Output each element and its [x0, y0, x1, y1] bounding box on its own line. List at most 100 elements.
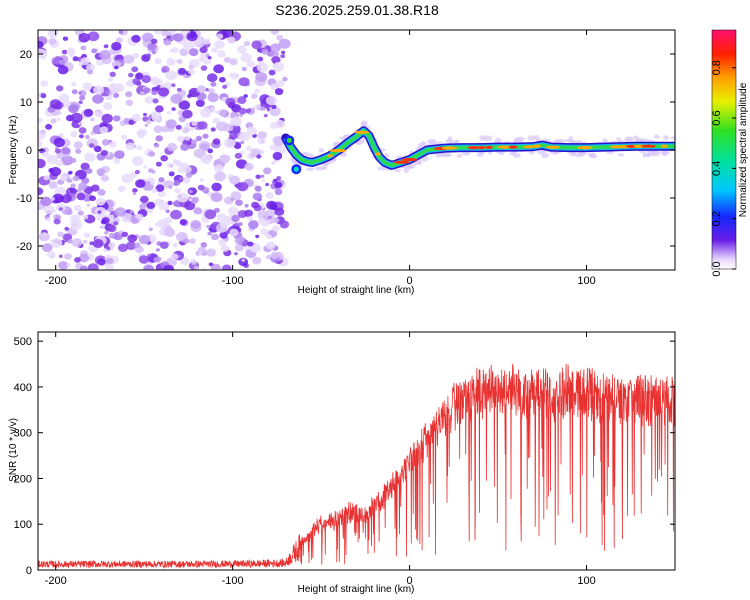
- noise-speckle: [241, 133, 251, 141]
- noise-speckle: [202, 57, 212, 65]
- noise-speckle: [47, 30, 58, 39]
- snr-ylabel: SNR (10 * v/v): [8, 418, 19, 482]
- noise-speckle: [143, 112, 147, 117]
- noise-speckle: [179, 219, 188, 226]
- ridge-halo-speckle: [434, 154, 443, 158]
- noise-speckle: [176, 135, 185, 143]
- noise-speckle: [206, 248, 216, 257]
- ridge-halo-speckle: [405, 165, 414, 169]
- noise-speckle: [269, 106, 281, 117]
- noise-speckle: [266, 241, 276, 250]
- noise-speckle: [190, 220, 201, 229]
- ridge-halo-speckle: [589, 153, 595, 159]
- noise-speckle: [87, 263, 99, 270]
- noise-speckle: [59, 59, 66, 65]
- noise-speckle: [210, 192, 223, 203]
- ridge-halo-speckle: [494, 137, 502, 144]
- noise-speckle: [176, 192, 189, 203]
- ridge-halo-speckle: [306, 167, 315, 171]
- noise-speckle: [72, 175, 80, 182]
- noise-speckle: [101, 139, 110, 146]
- noise-speckle: [60, 175, 67, 182]
- noise-speckle: [224, 138, 236, 149]
- noise-speckle: [173, 33, 184, 42]
- noise-speckle: [97, 258, 106, 266]
- noise-speckle: [202, 133, 209, 139]
- colorbar-tick-label: 0.8: [711, 60, 723, 75]
- noise-speckle: [229, 58, 238, 66]
- noise-speckle: [254, 185, 262, 192]
- colorbar-tick-label: 0.0: [711, 261, 723, 276]
- ridge-hotspot: [641, 144, 656, 148]
- ridge-hotspot: [329, 149, 347, 153]
- noise-speckle: [99, 49, 111, 60]
- ridge-halo-speckle: [568, 151, 575, 156]
- noise-speckle: [173, 181, 179, 186]
- noise-speckle: [40, 80, 49, 87]
- noise-speckle: [207, 88, 215, 94]
- noise-speckle: [103, 102, 113, 110]
- noise-speckle: [227, 36, 236, 44]
- noise-speckle: [66, 178, 73, 183]
- noise-speckle: [191, 121, 198, 126]
- noise-speckle: [42, 232, 47, 236]
- noise-speckle: [206, 73, 218, 83]
- noise-speckle: [38, 40, 44, 49]
- noise-speckle: [71, 82, 77, 87]
- noise-speckle: [153, 256, 161, 263]
- noise-speckle: [210, 263, 221, 270]
- noise-speckle: [245, 108, 252, 114]
- noise-speckle: [131, 66, 139, 73]
- noise-speckle: [270, 43, 281, 53]
- y-tick-label: 500: [14, 336, 32, 348]
- ridge-halo-speckle: [564, 138, 574, 143]
- noise-speckle: [171, 83, 176, 88]
- noise-speckle: [70, 131, 78, 138]
- noise-speckle: [274, 188, 283, 195]
- noise-speckle: [78, 253, 89, 263]
- noise-speckle: [200, 108, 212, 118]
- noise-speckle: [237, 96, 247, 104]
- noise-speckle: [79, 95, 86, 101]
- noise-speckle: [161, 65, 170, 73]
- noise-speckle: [143, 165, 148, 169]
- noise-speckle: [121, 173, 133, 184]
- ridge-hotspot: [533, 144, 541, 148]
- noise-speckle: [160, 155, 168, 162]
- noise-speckle: [210, 106, 216, 111]
- x-tick-label: -100: [222, 275, 244, 287]
- noise-speckle: [97, 210, 102, 214]
- noise-speckle: [71, 238, 83, 248]
- noise-speckle: [243, 40, 251, 47]
- noise-speckle: [55, 159, 64, 167]
- noise-speckle: [155, 184, 165, 192]
- noise-speckle: [263, 114, 268, 118]
- noise-speckle: [113, 115, 121, 122]
- noise-speckle: [193, 207, 203, 215]
- noise-speckle: [158, 177, 165, 183]
- noise-speckle: [66, 209, 73, 216]
- noise-speckle: [243, 94, 248, 98]
- noise-speckle: [247, 216, 253, 221]
- noise-speckle: [93, 85, 104, 95]
- noise-speckle: [200, 154, 213, 165]
- noise-speckle: [167, 142, 178, 152]
- noise-speckle: [86, 69, 94, 75]
- noise-speckle: [137, 132, 145, 139]
- noise-speckle: [61, 147, 71, 155]
- noise-speckle: [187, 68, 195, 75]
- noise-speckle: [113, 221, 119, 226]
- noise-speckle: [196, 85, 207, 94]
- noise-speckle: [146, 119, 152, 124]
- noise-speckle: [109, 71, 116, 78]
- noise-speckle: [170, 94, 183, 104]
- colorbar-tick-label: 0.4: [711, 161, 723, 176]
- noise-speckle: [58, 133, 64, 137]
- noise-speckle: [101, 174, 109, 182]
- ridge-halo-speckle: [632, 135, 639, 141]
- noise-speckle: [63, 233, 73, 241]
- noise-speckle: [132, 188, 138, 193]
- noise-speckle: [188, 189, 193, 194]
- noise-speckle: [38, 232, 50, 242]
- noise-speckle: [274, 207, 285, 216]
